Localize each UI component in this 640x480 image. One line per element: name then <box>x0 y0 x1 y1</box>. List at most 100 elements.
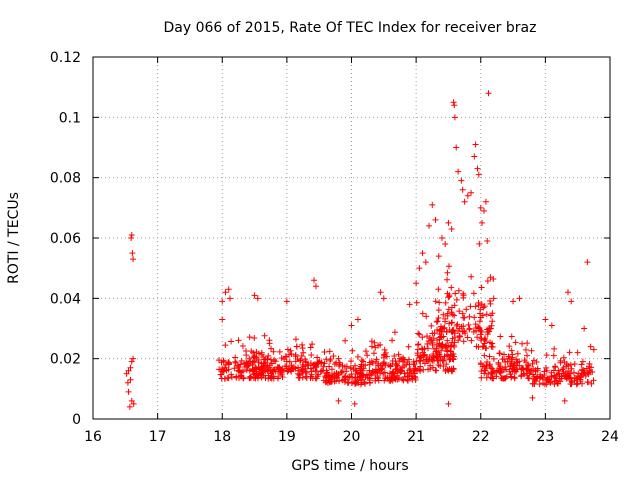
data-point <box>477 327 484 334</box>
data-point <box>582 373 589 380</box>
data-point <box>426 353 433 360</box>
data-point <box>373 366 380 373</box>
data-point <box>413 299 420 306</box>
data-point <box>475 323 482 330</box>
chart-title: Day 066 of 2015, Rate Of TEC Index for r… <box>164 20 537 36</box>
data-point <box>352 367 359 374</box>
data-point <box>553 377 560 384</box>
data-point <box>433 318 440 325</box>
data-point <box>536 381 543 388</box>
x-tick-label: 22 <box>472 429 490 445</box>
data-point <box>297 357 304 364</box>
data-point <box>129 250 136 257</box>
data-point <box>465 321 472 328</box>
data-point <box>302 358 309 365</box>
data-point <box>258 365 265 372</box>
data-point <box>372 377 379 384</box>
plot-frame <box>92 56 611 420</box>
data-point <box>267 374 274 381</box>
data-point <box>261 332 268 339</box>
data-point <box>508 333 515 340</box>
data-point <box>391 353 398 360</box>
data-point <box>590 346 597 353</box>
data-point <box>420 352 427 359</box>
data-point <box>484 331 491 338</box>
x-tick-label: 21 <box>407 429 425 445</box>
data-point <box>453 296 460 303</box>
data-point <box>500 366 507 373</box>
data-point <box>495 359 502 366</box>
data-point <box>432 298 439 305</box>
data-point <box>508 347 515 354</box>
data-point <box>372 358 379 365</box>
data-point <box>444 269 451 276</box>
data-point <box>477 306 484 313</box>
x-tick-label: 24 <box>601 429 619 445</box>
data-point <box>516 358 523 365</box>
data-point <box>282 362 289 369</box>
data-point <box>510 298 517 305</box>
data-point <box>458 323 465 330</box>
data-point <box>130 355 137 362</box>
data-point <box>293 343 300 350</box>
data-point <box>459 310 466 317</box>
data-point <box>448 309 455 316</box>
data-point <box>550 352 557 359</box>
x-tick-label: 19 <box>278 429 296 445</box>
data-point <box>281 356 288 363</box>
data-point <box>328 366 335 373</box>
data-point <box>272 368 279 375</box>
data-point <box>437 363 444 370</box>
data-point <box>335 397 342 404</box>
data-point <box>358 361 365 368</box>
data-point <box>557 359 564 366</box>
data-point <box>568 379 575 386</box>
data-point <box>413 280 420 287</box>
data-point <box>311 361 318 368</box>
x-axis-title: GPS time / hours <box>291 458 408 474</box>
data-point <box>511 374 518 381</box>
data-point <box>258 374 265 381</box>
data-point <box>415 330 422 337</box>
data-point <box>419 250 426 257</box>
data-point <box>482 338 489 345</box>
data-point <box>590 377 597 384</box>
data-point <box>352 377 359 384</box>
data-point <box>509 354 516 361</box>
data-point <box>587 343 594 350</box>
data-point <box>228 338 235 345</box>
data-point <box>313 375 320 382</box>
data-point <box>342 337 349 344</box>
data-point <box>407 365 414 372</box>
data-point <box>370 350 377 357</box>
data-point <box>360 365 367 372</box>
x-tick-label: 16 <box>84 429 102 445</box>
data-point <box>466 325 473 332</box>
data-point <box>368 343 375 350</box>
data-point <box>470 290 477 297</box>
data-point <box>547 378 554 385</box>
data-point <box>266 337 273 344</box>
data-point <box>487 339 494 346</box>
data-point <box>581 325 588 332</box>
data-point <box>330 353 337 360</box>
data-point <box>529 360 536 367</box>
data-point <box>434 354 441 361</box>
points-layer <box>123 90 597 410</box>
data-point <box>445 263 452 270</box>
data-point <box>314 354 321 361</box>
data-point <box>299 345 306 352</box>
data-point <box>401 370 408 377</box>
data-point <box>452 334 459 341</box>
data-point <box>579 380 586 387</box>
data-point <box>415 341 422 348</box>
data-point <box>475 171 482 178</box>
data-point <box>130 256 137 263</box>
data-point <box>377 370 384 377</box>
data-point <box>441 324 448 331</box>
data-point <box>451 114 458 121</box>
data-point <box>292 336 299 343</box>
data-point <box>265 364 272 371</box>
data-point <box>380 354 387 361</box>
